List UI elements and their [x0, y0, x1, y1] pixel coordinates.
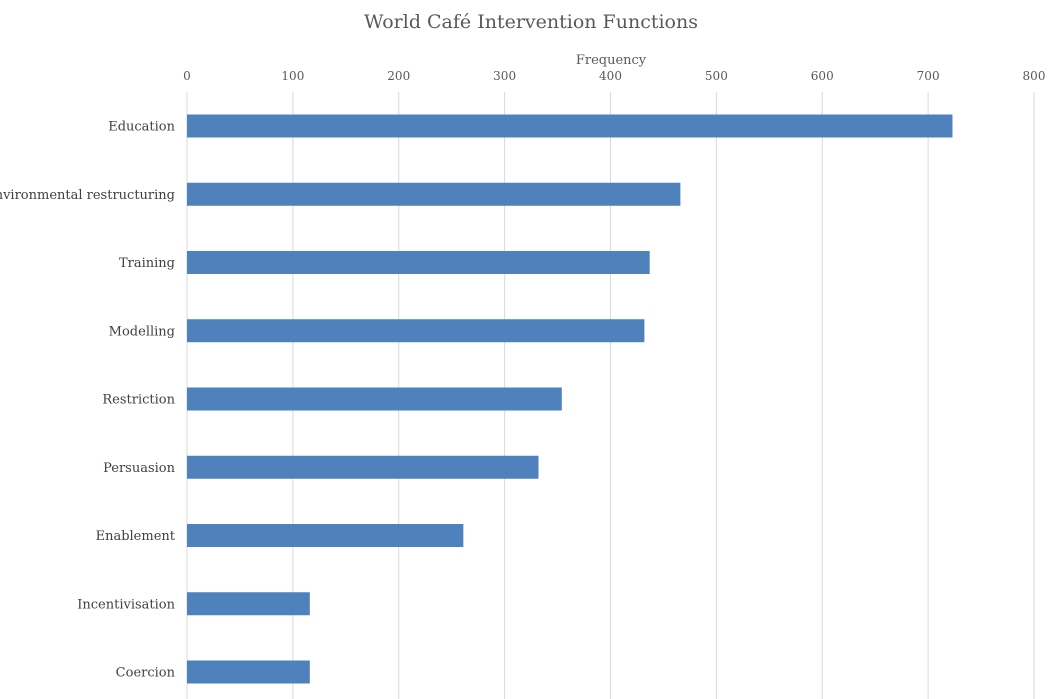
x-tick-label: 200 — [387, 69, 410, 83]
x-axis-title: Frequency — [576, 53, 647, 68]
category-label: Education — [108, 120, 175, 135]
category-label: Modelling — [109, 324, 175, 339]
bar — [187, 319, 645, 343]
x-tick-label: 500 — [705, 69, 728, 83]
category-label: Restriction — [102, 393, 175, 408]
x-tick-label: 600 — [811, 69, 834, 83]
x-tick-label: 0 — [183, 69, 191, 83]
category-label: Coercion — [116, 666, 176, 681]
x-tick-label: 700 — [917, 69, 940, 83]
x-tick-label: 100 — [281, 69, 304, 83]
bar — [187, 182, 681, 206]
category-label: Training — [119, 256, 175, 271]
category-label: Environmental restructuring — [0, 188, 175, 203]
category-label: Incentivisation — [77, 597, 175, 612]
bars — [187, 114, 953, 684]
bar — [187, 660, 310, 684]
bar — [187, 387, 562, 411]
bar — [187, 592, 310, 616]
category-label: Persuasion — [103, 461, 176, 476]
chart-title: World Café Intervention Functions — [364, 11, 698, 33]
bar — [187, 114, 953, 138]
x-tick-label: 400 — [599, 69, 622, 83]
bar — [187, 524, 464, 547]
x-tick-label: 800 — [1023, 69, 1046, 83]
x-tick-label: 300 — [493, 69, 516, 83]
bar — [187, 251, 650, 274]
x-axis-ticks: 0 100 200 300 400 500 600 700 800 — [183, 69, 1045, 83]
category-labels: Education Environmental restructuring Trai… — [0, 120, 176, 681]
category-label: Enablement — [96, 529, 176, 544]
bar — [187, 455, 539, 479]
